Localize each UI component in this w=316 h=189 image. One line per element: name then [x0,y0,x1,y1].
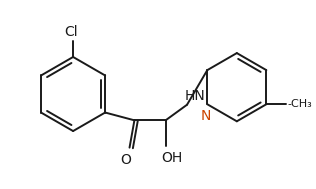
Text: N: N [201,109,211,123]
Text: OH: OH [162,151,183,165]
Text: O: O [120,153,131,167]
Text: HN: HN [185,89,206,103]
Text: Cl: Cl [64,26,78,40]
Text: -CH₃: -CH₃ [288,99,313,109]
